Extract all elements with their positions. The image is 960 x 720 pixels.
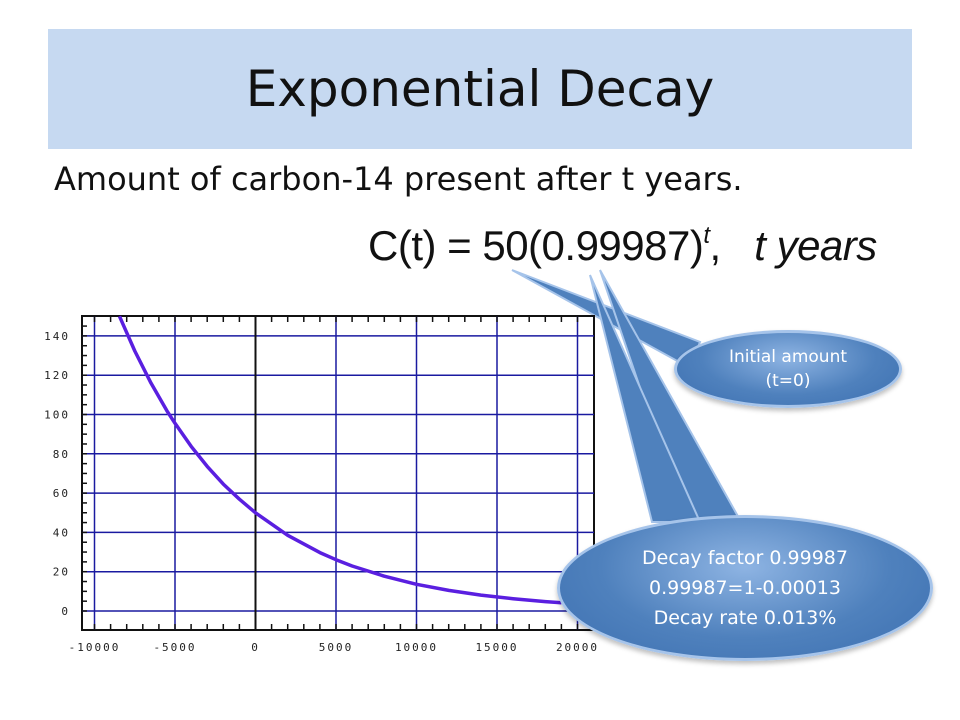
formula-unit-word: years [776, 222, 878, 269]
callout-decay-line2: 0.99987=1-0.00013 [648, 577, 841, 599]
x-tick-labels: -10000 -5000 0 5000 10000 15000 20000 [69, 641, 599, 654]
formula-tail: , [709, 222, 722, 269]
x-tick-label: 15000 [475, 641, 518, 654]
y-tick-label: 80 [53, 448, 70, 461]
x-tick-label: 20000 [556, 641, 599, 654]
subtitle: Amount of carbon-14 present after t year… [54, 160, 743, 198]
formula: C(t) = 50(0.99987)t, t years [368, 222, 877, 270]
y-tick-label: 120 [44, 369, 70, 382]
grid [81, 315, 595, 631]
y-tick-label: 40 [53, 526, 70, 539]
formula-exponent: t [703, 222, 710, 249]
y-tick-label: 20 [53, 566, 70, 579]
formula-unit-t: t [754, 222, 766, 269]
y-tick-label: 100 [44, 409, 70, 422]
callout-decay-line3: Decay rate 0.013% [653, 607, 837, 629]
x-tick-label: -5000 [153, 641, 196, 654]
series-line [117, 315, 562, 605]
x-tick-label: 10000 [395, 641, 438, 654]
callout-decay-line1: Decay factor 0.99987 [642, 547, 848, 569]
callout-initial-amount: Initial amount (t=0) [674, 330, 902, 408]
callout-decay-factor: Decay factor 0.99987 0.99987=1-0.00013 D… [557, 515, 933, 661]
page-title: Exponential Decay [245, 60, 715, 118]
tick-marks [82, 315, 579, 630]
pointer-decay-b [589, 274, 702, 523]
title-bar: Exponential Decay [48, 29, 912, 149]
x-tick-label: -10000 [69, 641, 121, 654]
callout-initial-line2: (t=0) [765, 371, 811, 391]
y-tick-label: 140 [44, 330, 70, 343]
x-tick-label: 0 [251, 641, 260, 654]
y-tick-label: 60 [53, 487, 70, 500]
formula-lhs: C(t) = 50(0.99987) [368, 222, 704, 269]
y-tick-labels: 0 20 40 60 80 100 120 140 [44, 330, 70, 618]
callout-initial-line1: Initial amount [728, 347, 848, 367]
y-tick-label: 0 [61, 605, 70, 618]
x-tick-label: 5000 [319, 641, 354, 654]
plot-frame [81, 315, 595, 631]
